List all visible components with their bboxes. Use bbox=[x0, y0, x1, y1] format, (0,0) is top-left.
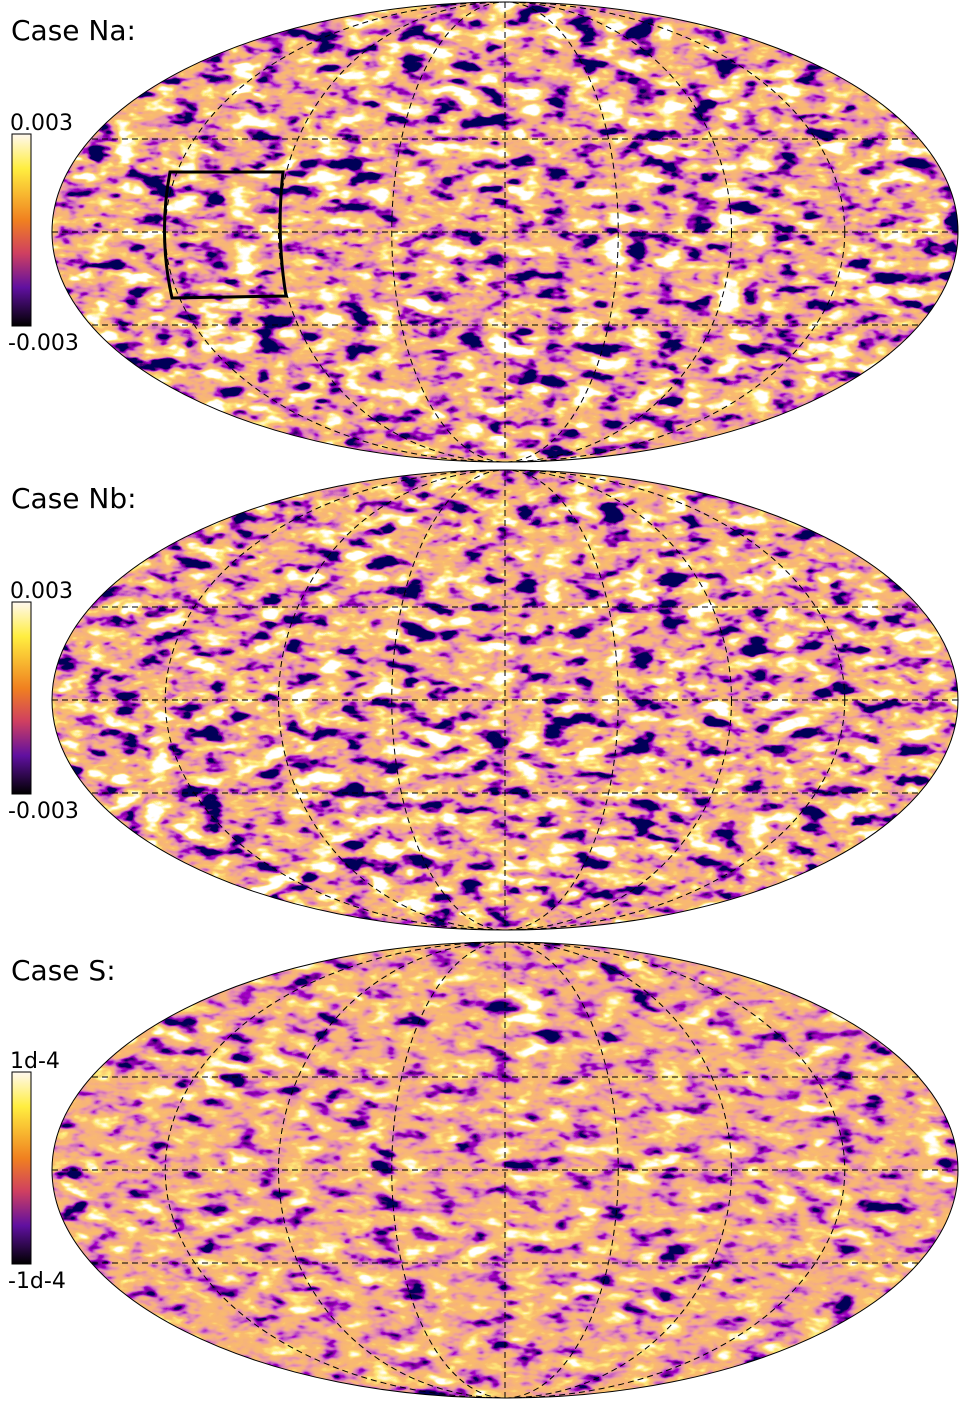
panel: Case Na: 0.003 -0.003 bbox=[8, 1, 959, 463]
colorbar-max-label: 1d-4 bbox=[10, 1049, 60, 1074]
colorbar-max-label: 0.003 bbox=[10, 111, 73, 136]
colorbar-max-label: 0.003 bbox=[10, 579, 73, 604]
meridian-line bbox=[278, 942, 732, 1398]
meridian-line bbox=[278, 2, 732, 462]
colorbar-min-label: -0.003 bbox=[8, 331, 79, 356]
colorbar-min-label: -1d-4 bbox=[8, 1269, 66, 1294]
colorbar bbox=[11, 1071, 32, 1265]
panel-title: Case Na: bbox=[11, 14, 136, 47]
meridian-line bbox=[391, 2, 619, 462]
meridian-line bbox=[278, 470, 732, 930]
colorbar bbox=[11, 133, 32, 327]
meridian-line bbox=[164, 470, 846, 930]
meridian-line bbox=[391, 942, 619, 1398]
panel-title: Case S: bbox=[11, 954, 116, 987]
meridian-line bbox=[164, 942, 846, 1398]
panel: Case Nb: 0.003 -0.003 bbox=[8, 469, 959, 931]
panel: Case S: 1d-4 -1d-4 bbox=[8, 941, 959, 1399]
meridian-line bbox=[391, 470, 619, 930]
graticule bbox=[52, 942, 958, 1398]
region-box bbox=[163, 170, 288, 300]
graticule bbox=[52, 470, 958, 930]
colorbar-min-label: -0.003 bbox=[8, 799, 79, 824]
colorbar bbox=[11, 601, 32, 795]
panel-title: Case Nb: bbox=[11, 482, 137, 515]
